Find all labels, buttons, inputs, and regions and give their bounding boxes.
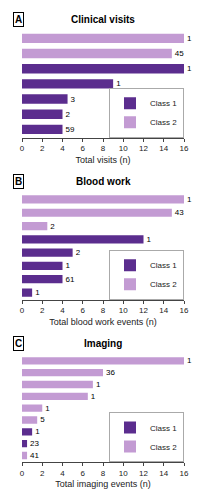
svg-text:6: 6	[81, 469, 86, 478]
svg-text:4: 4	[60, 144, 65, 153]
svg-text:8: 8	[101, 144, 106, 153]
svg-text:1: 1	[116, 79, 121, 88]
svg-text:1: 1	[35, 427, 40, 436]
svg-text:Class 2: Class 2	[150, 280, 177, 289]
svg-text:8: 8	[101, 469, 106, 478]
svg-text:14: 14	[159, 306, 168, 315]
svg-text:Class 2: Class 2	[150, 118, 177, 127]
svg-text:Class 1: Class 1	[150, 261, 177, 270]
svg-text:Class 2: Class 2	[150, 443, 177, 452]
svg-text:B: B	[15, 176, 22, 187]
svg-text:2: 2	[66, 110, 71, 119]
svg-text:Total visits (n): Total visits (n)	[75, 155, 130, 165]
svg-text:1: 1	[35, 288, 40, 297]
svg-text:12: 12	[139, 306, 148, 315]
svg-text:41: 41	[30, 451, 39, 460]
svg-text:Total imaging events (n): Total imaging events (n)	[55, 479, 151, 489]
svg-text:3: 3	[71, 95, 76, 104]
svg-text:1: 1	[187, 34, 192, 43]
svg-text:6: 6	[81, 306, 86, 315]
svg-text:23: 23	[30, 439, 39, 448]
svg-text:10: 10	[119, 144, 128, 153]
svg-text:1: 1	[91, 392, 96, 401]
svg-text:6: 6	[81, 144, 86, 153]
svg-text:1: 1	[187, 64, 192, 73]
svg-text:16: 16	[180, 469, 189, 478]
svg-text:1: 1	[187, 195, 192, 204]
svg-text:4: 4	[60, 469, 65, 478]
svg-text:A: A	[15, 14, 22, 25]
svg-text:14: 14	[159, 144, 168, 153]
svg-text:1: 1	[187, 356, 192, 365]
svg-text:0: 0	[20, 469, 25, 478]
svg-text:2: 2	[40, 469, 45, 478]
svg-text:0: 0	[20, 144, 25, 153]
svg-text:Imaging: Imaging	[84, 338, 122, 349]
svg-text:2: 2	[50, 222, 55, 231]
svg-text:Blood work: Blood work	[76, 176, 131, 187]
svg-text:Class 1: Class 1	[150, 99, 177, 108]
svg-text:12: 12	[139, 469, 148, 478]
svg-text:16: 16	[180, 306, 189, 315]
svg-text:Clinical visits: Clinical visits	[71, 14, 135, 25]
svg-text:14: 14	[159, 469, 168, 478]
svg-text:5: 5	[40, 415, 45, 424]
svg-text:61: 61	[66, 275, 75, 284]
svg-text:12: 12	[139, 144, 148, 153]
svg-text:2: 2	[40, 306, 45, 315]
svg-text:36: 36	[106, 368, 115, 377]
svg-text:10: 10	[119, 469, 128, 478]
svg-text:Total blood work events (n): Total blood work events (n)	[49, 317, 157, 327]
svg-text:C: C	[15, 338, 22, 349]
svg-text:1: 1	[147, 235, 152, 244]
svg-text:1: 1	[45, 404, 50, 413]
svg-text:1: 1	[96, 380, 101, 389]
svg-text:0: 0	[20, 306, 25, 315]
svg-text:16: 16	[180, 144, 189, 153]
svg-text:1: 1	[66, 261, 71, 270]
svg-text:2: 2	[76, 248, 81, 257]
svg-text:Class 1: Class 1	[150, 424, 177, 433]
svg-text:45: 45	[175, 49, 184, 58]
svg-text:43: 43	[175, 208, 184, 217]
svg-text:59: 59	[66, 125, 75, 134]
svg-text:2: 2	[40, 144, 45, 153]
svg-text:8: 8	[101, 306, 106, 315]
svg-text:10: 10	[119, 306, 128, 315]
svg-text:4: 4	[60, 306, 65, 315]
